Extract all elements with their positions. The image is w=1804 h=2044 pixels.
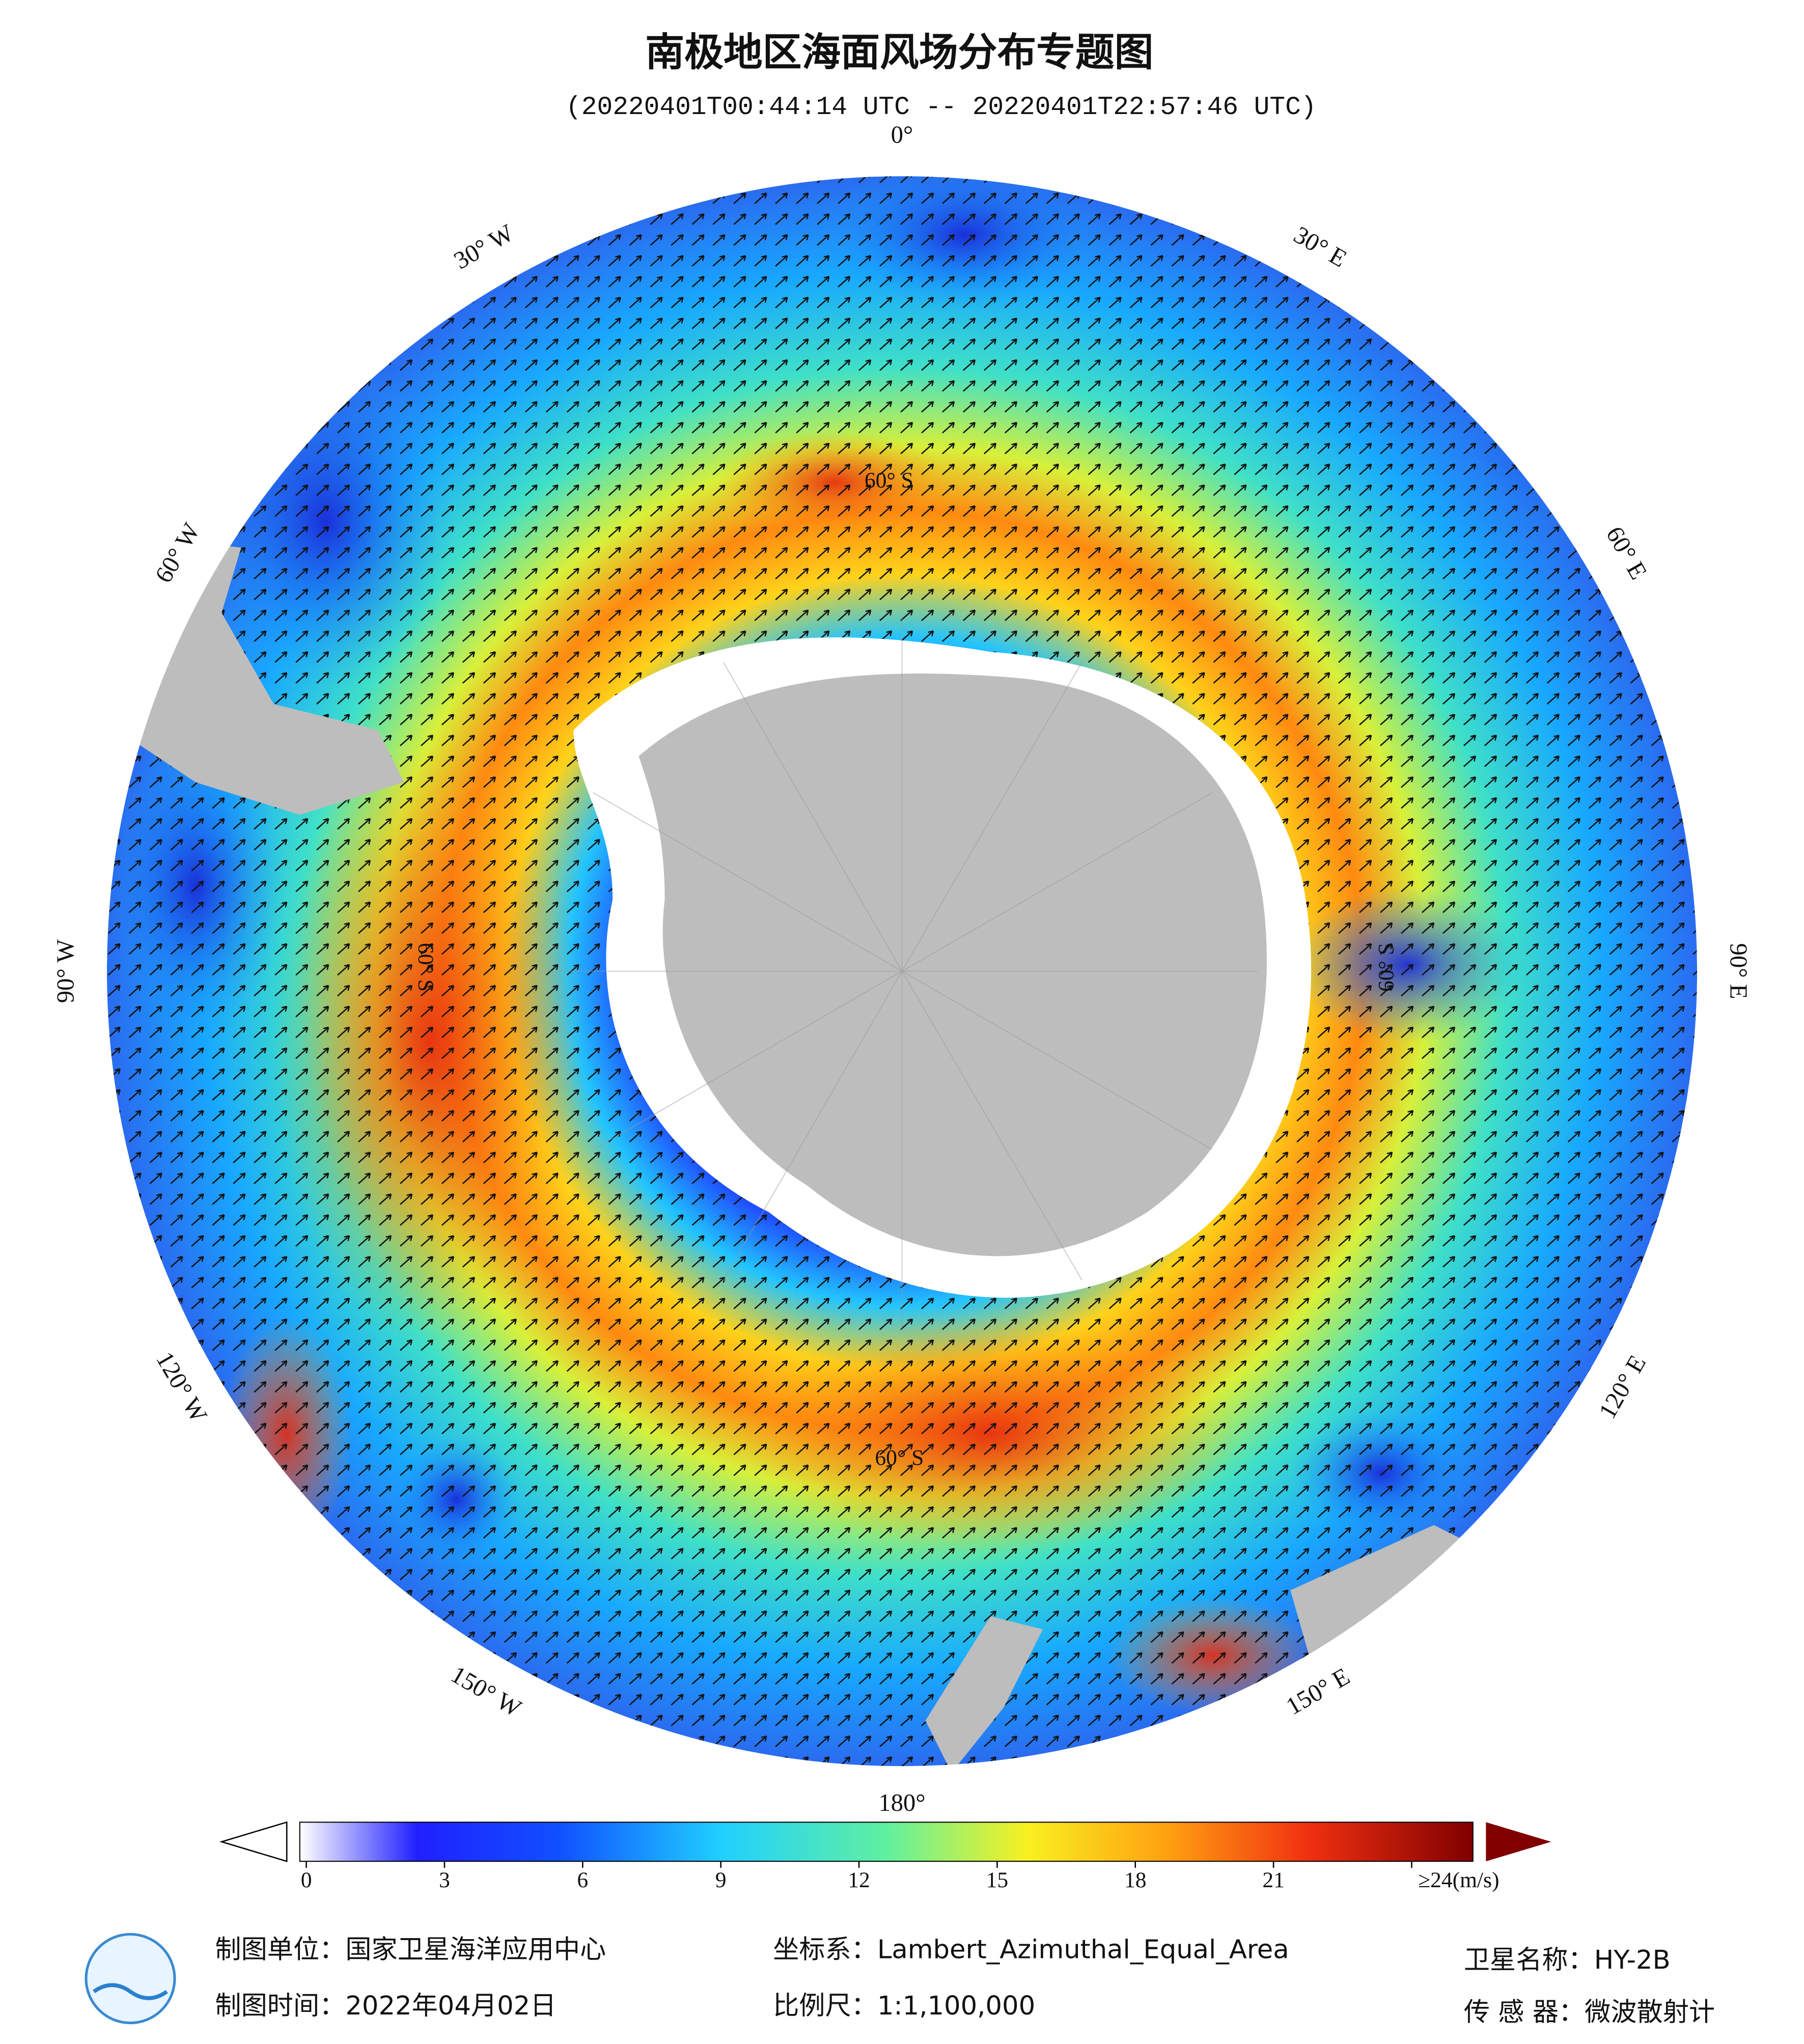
colorbar-tick-label: 3: [439, 1868, 450, 1892]
footer: 制图单位：国家卫星海洋应用中心 制图时间：2022年04月02日 坐标系：Lam…: [85, 1933, 1715, 2028]
footer-crs: 坐标系：Lambert_Azimuthal_Equal_Area: [773, 1935, 1289, 1965]
latitude-label: 60° S: [1374, 943, 1398, 992]
colorbar-tick-label: 6: [577, 1868, 588, 1892]
latitude-label: 60° S: [865, 468, 913, 493]
footer-unit: 制图单位：国家卫星海洋应用中心: [215, 1935, 606, 1965]
longitude-label: 30° W: [449, 219, 518, 274]
colorbar-tick-label: 12: [848, 1868, 870, 1892]
longitude-label: 150° W: [446, 1661, 526, 1723]
colorbar-tick-label: 15: [986, 1868, 1009, 1892]
longitude-label: 90° E: [1725, 943, 1753, 999]
wind-map: [106, 176, 1698, 1767]
longitude-label: 60° W: [150, 518, 205, 587]
latitude-label: 60° S: [413, 943, 438, 992]
colorbar-tick-label: 0: [301, 1868, 312, 1892]
footer-scale: 比例尺：1:1,100,000: [773, 1991, 1035, 2021]
colorbar-tick-label: 9: [715, 1868, 727, 1892]
longitude-label: 180°: [878, 1789, 925, 1816]
longitude-label: 0°: [891, 121, 913, 148]
footer-time: 制图时间：2022年04月02日: [215, 1991, 556, 2021]
longitude-label: 60° E: [1601, 522, 1653, 584]
colorbar: 0 3 6 9 12 15 18 21 ≥24(m/s): [219, 1821, 1551, 1892]
footer-sensor: 传 感 器：微波散射计: [1464, 1997, 1715, 2028]
longitude-label: 30° E: [1289, 221, 1351, 273]
longitude-label: 90° W: [51, 939, 79, 1003]
colorbar-tick-label: 21: [1262, 1868, 1285, 1892]
longitude-label: 120° W: [151, 1347, 213, 1427]
title: 南极地区海面风场分布专题图: [645, 30, 1153, 75]
latitude-label: 60° S: [875, 1446, 924, 1470]
logo: [85, 1933, 176, 2025]
colorbar-tick-label: ≥24(m/s): [1418, 1868, 1499, 1892]
colorbar-tick-label: 18: [1124, 1868, 1147, 1892]
longitude-label: 120° E: [1593, 1351, 1651, 1423]
longitude-label: 150° E: [1282, 1662, 1354, 1720]
subtitle: (20220401T00:44:14 UTC -- 20220401T22:57…: [566, 93, 1316, 122]
footer-satellite: 卫星名称：HY-2B: [1464, 1945, 1671, 1975]
